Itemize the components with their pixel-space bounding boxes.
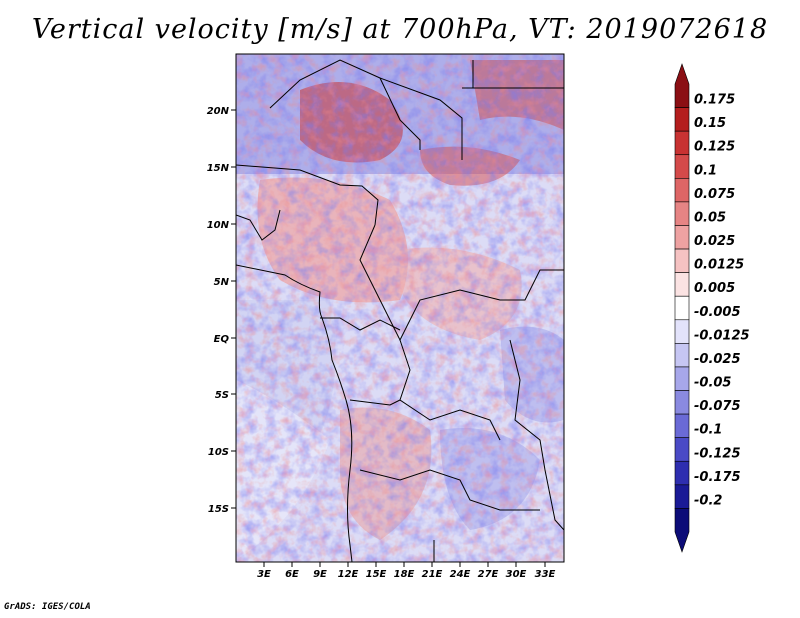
- lat-axis: 20N 15N 10N 5N EQ 5S 10S 15S: [207, 106, 236, 515]
- lon-axis: 3E 6E 9E 12E 15E 18E 21E 24E 27E 30E 33E: [257, 562, 556, 580]
- colorbar-level-label: 0.175: [694, 93, 735, 108]
- colorbar-swatch: [674, 460, 690, 486]
- colorbar-swatch: [674, 343, 690, 368]
- lon-label-6e: 6E: [285, 569, 299, 580]
- colorbar-level-label: 0.005: [694, 281, 735, 296]
- lat-label-eq: EQ: [214, 334, 230, 345]
- colorbar-level-label: 0.1: [694, 163, 717, 178]
- lon-label-33e: 33E: [535, 569, 556, 580]
- colorbar: 0.175 0.15 0.125 0.1 0.075 0.05 0.025 0.0125 0.0…: [674, 63, 750, 553]
- colorbar-swatch: [674, 295, 690, 321]
- map-frame: [235, 53, 565, 563]
- colorbar-bottom-arrow: [674, 508, 690, 553]
- colorbar-level-label: -0.075: [694, 399, 741, 414]
- lat-label-10s: 10S: [208, 447, 229, 458]
- colorbar-level-label: -0.025: [694, 352, 741, 367]
- colorbar-swatch: [674, 319, 690, 344]
- colorbar-top-arrow: [674, 63, 690, 108]
- colorbar-level-label: 0.0125: [694, 258, 744, 273]
- lon-label-27e: 27E: [478, 569, 499, 580]
- colorbar-swatch: [674, 437, 690, 462]
- colorbar-swatch: [674, 225, 690, 250]
- colorbar-level-label: 0.15: [694, 116, 726, 131]
- colorbar-level-label: -0.005: [694, 305, 741, 320]
- colorbar-level-label: 0.125: [694, 140, 735, 155]
- colorbar-swatch: [674, 484, 690, 509]
- lon-label-12e: 12E: [338, 569, 359, 580]
- colorbar-swatch: [674, 413, 690, 438]
- lat-label-15s: 15S: [208, 504, 229, 515]
- lon-label-9e: 9E: [313, 569, 327, 580]
- colorbar-swatch: [674, 390, 690, 415]
- colorbar-level-label: -0.05: [694, 376, 731, 391]
- lat-label-5n: 5N: [214, 277, 230, 288]
- lat-label-5s: 5S: [215, 390, 229, 401]
- lon-label-24e: 24E: [450, 569, 471, 580]
- colorbar-swatch: [674, 248, 690, 273]
- colorbar-swatch: [674, 201, 690, 226]
- lon-label-30e: 30E: [506, 569, 527, 580]
- colorbar-level-label: 0.05: [694, 210, 726, 225]
- lon-label-3e: 3E: [257, 569, 271, 580]
- colorbar-swatch: [674, 107, 690, 132]
- colorbar-level-label: -0.175: [694, 470, 741, 485]
- colorbar-swatch: [674, 178, 690, 203]
- colorbar-swatch: [674, 130, 690, 156]
- colorbar-level-label: 0.025: [694, 234, 735, 249]
- map-title: Vertical velocity [m/s] at 700hPa, VT: 2…: [31, 14, 769, 45]
- lat-label-20n: 20N: [207, 106, 230, 117]
- velocity-field: [236, 54, 564, 562]
- colorbar-level-label: -0.1: [694, 423, 722, 438]
- lat-label-15n: 15N: [207, 163, 230, 174]
- colorbar-swatch: [674, 366, 690, 391]
- colorbar-level-label: -0.0125: [694, 328, 750, 343]
- colorbar-swatch: [674, 272, 690, 297]
- colorbar-level-label: -0.2: [694, 493, 722, 508]
- lon-label-15e: 15E: [366, 569, 387, 580]
- colorbar-level-label: -0.125: [694, 446, 741, 461]
- colorbar-swatch: [674, 154, 690, 179]
- lon-label-21e: 21E: [422, 569, 443, 580]
- colorbar-level-label: 0.075: [694, 187, 735, 202]
- country-borders: [236, 59, 564, 562]
- grads-credit: GrADS: IGES/COLA: [4, 602, 91, 612]
- lat-label-10n: 10N: [207, 220, 230, 231]
- lon-label-18e: 18E: [394, 569, 415, 580]
